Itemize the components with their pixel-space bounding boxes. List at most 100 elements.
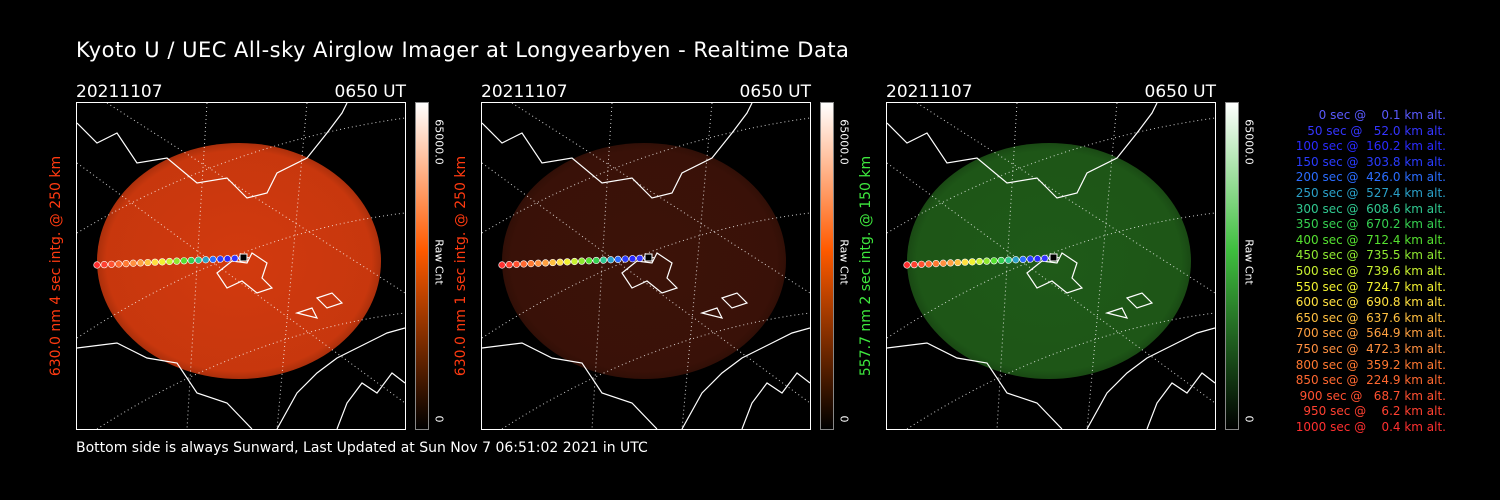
longitude-line bbox=[916, 103, 1215, 294]
track-point bbox=[578, 257, 586, 265]
allsky-image bbox=[481, 102, 811, 430]
track-point bbox=[636, 254, 644, 262]
track-point bbox=[903, 261, 911, 269]
allsky-image bbox=[76, 102, 406, 430]
coastline-island bbox=[699, 292, 749, 319]
legend-row: 950 sec @ 6.2 km alt. bbox=[1299, 404, 1446, 419]
station-marker bbox=[644, 253, 653, 262]
track-point bbox=[614, 255, 622, 263]
panel-time: 0650 UT bbox=[739, 82, 812, 102]
track-point bbox=[925, 260, 933, 268]
track-point bbox=[136, 259, 145, 267]
track-point bbox=[1012, 256, 1020, 264]
track-point bbox=[498, 261, 506, 269]
track-point bbox=[932, 260, 940, 268]
track-point bbox=[983, 257, 991, 265]
longitude-line bbox=[186, 103, 208, 429]
track-point bbox=[122, 260, 130, 268]
coastline bbox=[77, 103, 348, 199]
track-point bbox=[1033, 255, 1042, 263]
legend-row: 0 sec @ 0.1 km alt. bbox=[1307, 108, 1446, 122]
longitude-line bbox=[1086, 103, 1118, 429]
legend-row: 600 sec @ 690.8 km alt. bbox=[1291, 295, 1446, 310]
track-point bbox=[520, 260, 528, 268]
track-point bbox=[968, 258, 976, 266]
track-point bbox=[1026, 255, 1034, 263]
colorbar-unit-label: Raw Cnt bbox=[432, 239, 446, 285]
track-point bbox=[628, 255, 637, 263]
panel-side-label: 557.7 nm 2 sec intg. @ 150 km bbox=[858, 155, 874, 377]
legend-row: 300 sec @ 608.6 km alt. bbox=[1291, 201, 1446, 216]
legend-row: 50 sec @ 52.0 km alt. bbox=[1299, 123, 1446, 138]
panel-side-label: 630.0 nm 4 sec intg. @ 250 km bbox=[48, 155, 64, 377]
track-point bbox=[93, 261, 101, 269]
panel-date: 20211107 bbox=[481, 82, 568, 102]
longitude-line bbox=[276, 103, 308, 429]
page-title: Kyoto U / UEC All-sky Airglow Imager at … bbox=[76, 38, 850, 62]
track-point bbox=[180, 257, 188, 265]
legend-row: 650 sec @ 637.6 km alt. bbox=[1291, 310, 1446, 325]
panel-date: 20211107 bbox=[886, 82, 973, 102]
legend-row: 800 sec @ 359.2 km alt. bbox=[1291, 357, 1446, 372]
panel-time: 0650 UT bbox=[334, 82, 407, 102]
airglow-disk bbox=[97, 143, 381, 379]
legend-row: 550 sec @ 724.7 km alt. bbox=[1291, 279, 1446, 294]
track-point bbox=[209, 255, 217, 263]
track-point bbox=[939, 259, 947, 267]
track-point bbox=[621, 255, 629, 263]
coastline bbox=[681, 327, 810, 429]
track-point bbox=[194, 256, 203, 264]
colorbar-min-label: 0 bbox=[432, 415, 446, 423]
track-point bbox=[144, 258, 152, 267]
track-point bbox=[541, 259, 550, 267]
legend-row: 400 sec @ 712.4 km alt. bbox=[1291, 232, 1446, 247]
legend-row: 150 sec @ 303.8 km alt. bbox=[1291, 154, 1446, 169]
track-point bbox=[910, 261, 918, 269]
colorbar bbox=[820, 102, 834, 430]
track-point bbox=[165, 257, 174, 266]
track-point bbox=[997, 256, 1005, 265]
coastline bbox=[887, 103, 1158, 199]
colorbar-max-label: 65000.0 bbox=[837, 119, 851, 165]
legend-row: 250 sec @ 527.4 km alt. bbox=[1291, 185, 1446, 200]
coastline bbox=[1146, 372, 1215, 429]
panel-3: 20211107 0650 UT 557.7 nm 2 sec intg. @ … bbox=[858, 82, 1256, 430]
track-point bbox=[512, 260, 521, 268]
station-marker bbox=[239, 253, 248, 262]
track-point bbox=[129, 259, 137, 267]
track-point bbox=[151, 258, 159, 266]
legend-row: 750 sec @ 472.3 km alt. bbox=[1291, 341, 1446, 356]
track-point bbox=[556, 258, 564, 266]
track-point bbox=[1041, 254, 1049, 262]
track-point bbox=[1004, 256, 1013, 264]
track-point bbox=[961, 258, 969, 266]
longitude-line bbox=[996, 103, 1018, 429]
track-point bbox=[1019, 255, 1027, 263]
footer-note: Bottom side is always Sunward, Last Upda… bbox=[76, 440, 648, 456]
coastline bbox=[482, 103, 753, 199]
track-point bbox=[570, 257, 579, 266]
track-point bbox=[223, 255, 232, 263]
panel-1: 20211107 0650 UT 630.0 nm 4 sec intg. @ … bbox=[48, 82, 446, 430]
coastline-island bbox=[216, 252, 274, 294]
track-point bbox=[534, 259, 542, 267]
track-point bbox=[202, 256, 210, 264]
coastline bbox=[77, 342, 253, 429]
airglow-disk bbox=[907, 143, 1191, 379]
colorbar-min-label: 0 bbox=[1242, 415, 1256, 423]
track-point bbox=[527, 260, 535, 268]
legend-row: 900 sec @ 68.7 km alt. bbox=[1295, 388, 1446, 403]
coastline-island bbox=[1104, 292, 1154, 319]
legend-row: 700 sec @ 564.9 km alt. bbox=[1291, 326, 1446, 341]
legend-row: 500 sec @ 739.6 km alt. bbox=[1291, 263, 1446, 278]
track-point bbox=[954, 258, 962, 267]
colorbar bbox=[1225, 102, 1239, 430]
colorbar-unit-label: Raw Cnt bbox=[837, 239, 851, 285]
legend-row: 1000 sec @ 0.4 km alt. bbox=[1295, 419, 1446, 434]
track-point bbox=[549, 258, 557, 267]
track-point bbox=[585, 257, 593, 265]
coastline bbox=[741, 372, 810, 429]
panel-date: 20211107 bbox=[76, 82, 163, 102]
station-marker bbox=[1049, 253, 1058, 262]
track-point bbox=[173, 257, 181, 265]
